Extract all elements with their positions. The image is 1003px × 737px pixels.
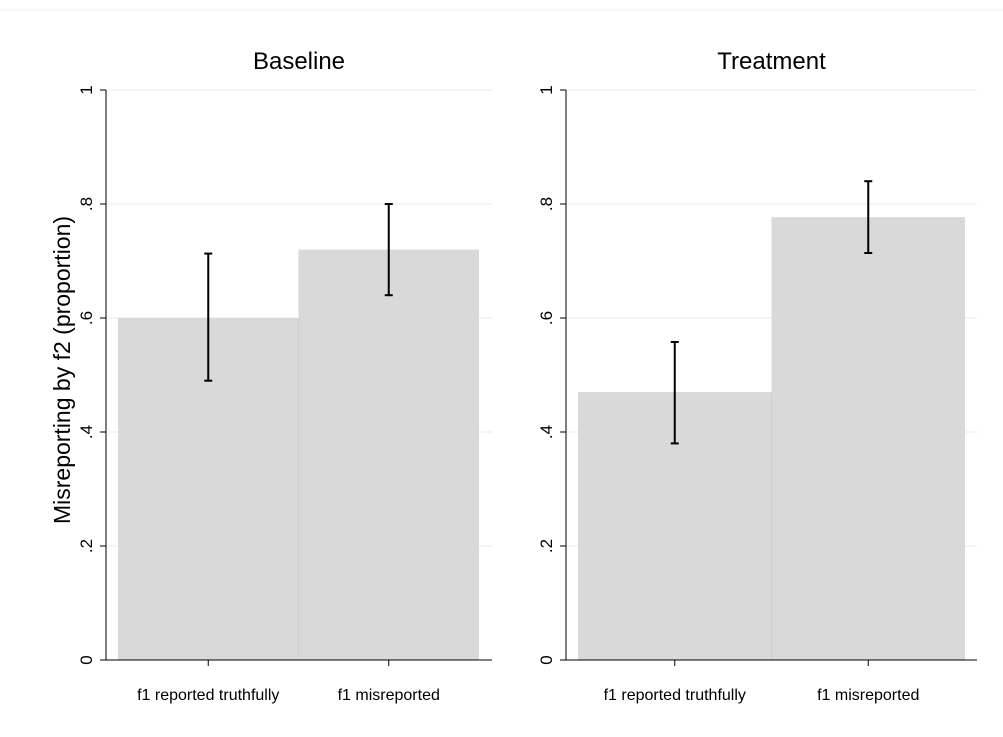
panel-baseline: 0 .2 .4 .6 .8 1 f1 reported truthfully f1 misre… (77, 48, 492, 704)
y-axis-label: Misreporting by f2 (proportion) (49, 216, 75, 524)
y-tick-label: 0 (77, 655, 96, 664)
bar (298, 249, 479, 660)
panel-treatment: 0 .2 .4 .6 .8 1 f1 reported truthfully f1 misre… (537, 48, 977, 704)
y-tick-label: .6 (77, 311, 96, 325)
y-tick-label: .8 (77, 197, 96, 211)
bar (771, 217, 965, 661)
y-tick-label: .4 (537, 425, 556, 439)
y-tick-label: .4 (77, 425, 96, 439)
x-tick-label: f1 reported truthfully (137, 687, 279, 704)
x-tick-label: f1 misreported (338, 687, 440, 704)
chart-title: Baseline (253, 48, 345, 75)
y-tick-label: .8 (537, 197, 556, 211)
y-tick-label: 1 (77, 85, 96, 94)
y-tick-label: .2 (77, 539, 96, 553)
y-tick-label: .2 (537, 539, 556, 553)
y-tick-label: .6 (537, 311, 556, 325)
x-tick-label: f1 misreported (817, 687, 919, 704)
y-tick-label: 1 (537, 85, 556, 94)
x-tick-label: f1 reported truthfully (604, 687, 746, 704)
chart-title: Treatment (717, 48, 826, 75)
y-tick-label: 0 (537, 655, 556, 664)
